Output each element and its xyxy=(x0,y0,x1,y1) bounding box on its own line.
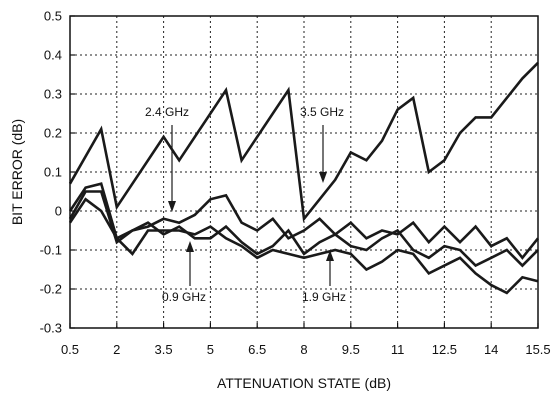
x-tick-label: 14 xyxy=(484,342,498,357)
x-tick-label: 2 xyxy=(113,342,120,357)
x-tick-label: 9.5 xyxy=(342,342,360,357)
annotation-0-9ghz: 0.9 GHz xyxy=(162,290,206,304)
annotation-3-5ghz: 3.5 GHz xyxy=(300,105,344,119)
annotation-arrows xyxy=(168,125,334,286)
arrow-3-5ghz-head xyxy=(319,172,327,183)
y-tick-label: 0.2 xyxy=(44,126,62,141)
y-tick-label: 0.4 xyxy=(44,48,62,63)
y-tick-label: 0.5 xyxy=(44,9,62,24)
x-axis-title: ATTENUATION STATE (dB) xyxy=(217,375,391,391)
y-tick-label: 0.1 xyxy=(44,165,62,180)
annotation-2-4ghz: 2.4 GHz xyxy=(145,105,189,119)
series-line-0-9-ghz xyxy=(68,197,539,295)
x-tick-label: 0.5 xyxy=(61,342,79,357)
y-tick-label: -0.3 xyxy=(40,321,62,336)
series-line-3-5-ghz xyxy=(68,61,539,223)
series-lines xyxy=(68,61,540,295)
annotation-1-9ghz: 1.9 GHz xyxy=(302,290,346,304)
arrow-2-4ghz-head xyxy=(168,201,176,212)
x-tick-label: 8 xyxy=(300,342,307,357)
x-tick-label: 3.5 xyxy=(155,342,173,357)
series-line-2-4-ghz xyxy=(68,182,540,260)
y-tick-label: -0.2 xyxy=(40,282,62,297)
x-tick-label: 6.5 xyxy=(248,342,266,357)
arrow-0-9ghz-head xyxy=(186,241,194,252)
series-line-1-9-ghz xyxy=(68,190,539,268)
x-tick-label: 11 xyxy=(391,342,405,357)
tick-labels: 0.5 2 3.5 5 6.5 8 9.5 11 12.5 14 15.5 0.5 0.4 0.3 0.2 0… xyxy=(40,9,551,358)
x-tick-label: 5 xyxy=(207,342,214,357)
y-axis-title: BIT ERROR (dB) xyxy=(9,119,25,225)
y-tick-label: -0.1 xyxy=(40,243,62,258)
x-tick-label: 15.5 xyxy=(525,342,550,357)
y-tick-label: 0.3 xyxy=(44,87,62,102)
y-tick-label: 0 xyxy=(55,204,62,219)
x-tick-label: 12.5 xyxy=(432,342,457,357)
arrow-1-9ghz-head xyxy=(326,250,334,261)
